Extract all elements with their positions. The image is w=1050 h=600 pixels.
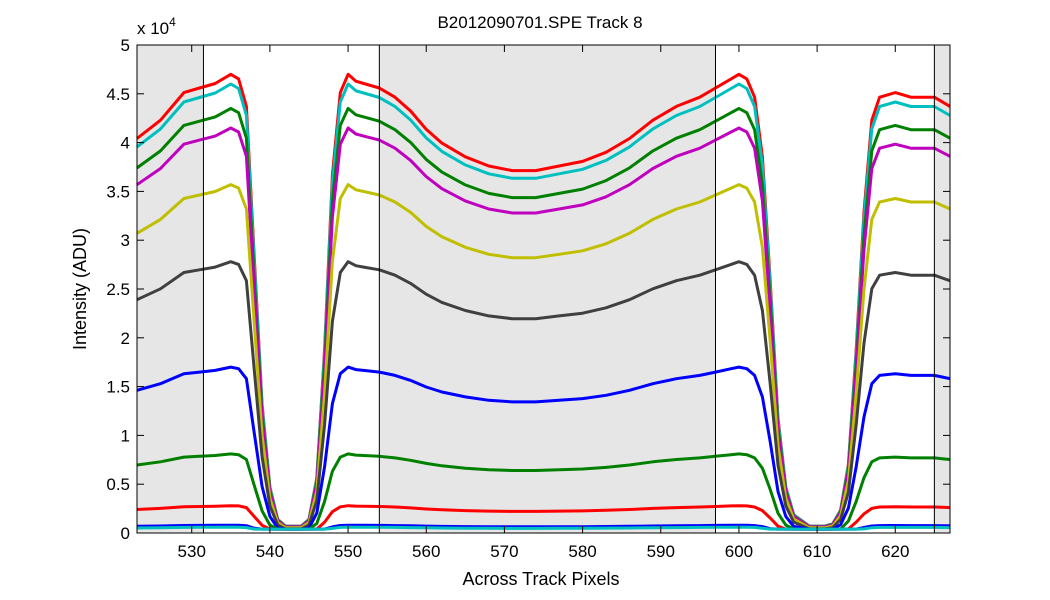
- shaded-region-0: [137, 45, 204, 533]
- vertical-markers: [202, 45, 935, 533]
- y-tick-labels: 0 0.5 1 1.5 2 2.5 3 3.5 4 4.5 5: [106, 36, 130, 543]
- y-axis-label: Intensity (ADU): [70, 228, 90, 350]
- x-tick-label-9: 620: [881, 542, 909, 561]
- y-tick-label-0: 0: [121, 524, 130, 543]
- y-tick-label-4: 2: [121, 329, 130, 348]
- y-tick-label-1: 0.5: [106, 475, 130, 494]
- series-line-5: [136, 260, 951, 531]
- y-tick-label-8: 4: [121, 134, 130, 153]
- x-tick-label-8: 610: [803, 542, 831, 561]
- series-lines: [136, 72, 951, 531]
- x-tick-labels: 530 540 550 560 570 580 590 600 610 620: [178, 542, 910, 561]
- x-axis-label: Across Track Pixels: [462, 569, 619, 589]
- y-tick-label-9: 4.5: [106, 85, 130, 104]
- series-line-7: [136, 452, 951, 531]
- x-tick-label-7: 600: [725, 542, 753, 561]
- axis-ticks: [137, 44, 950, 534]
- x-tick-label-5: 580: [568, 542, 596, 561]
- y-tick-label-7: 3.5: [106, 182, 130, 201]
- shaded-region-2: [934, 45, 950, 533]
- x-tick-label-4: 570: [490, 542, 518, 561]
- x-tick-label-6: 590: [647, 542, 675, 561]
- y-tick-label-2: 1: [121, 426, 130, 445]
- y-tick-label-6: 3: [121, 231, 130, 250]
- x-tick-label-2: 550: [334, 542, 362, 561]
- y-tick-label-3: 1.5: [106, 378, 130, 397]
- x-tick-label-0: 530: [178, 542, 206, 561]
- y-multiplier-label: x 104: [137, 15, 176, 38]
- y-tick-label-10: 5: [121, 36, 130, 55]
- series-line-4: [136, 183, 951, 530]
- x-tick-label-1: 540: [256, 542, 284, 561]
- y-tick-label-5: 2.5: [106, 280, 130, 299]
- series-line-10: [136, 525, 951, 531]
- chart-title: B2012090701.SPE Track 8: [437, 13, 642, 32]
- series-line-6: [136, 365, 951, 531]
- x-tick-label-3: 560: [412, 542, 440, 561]
